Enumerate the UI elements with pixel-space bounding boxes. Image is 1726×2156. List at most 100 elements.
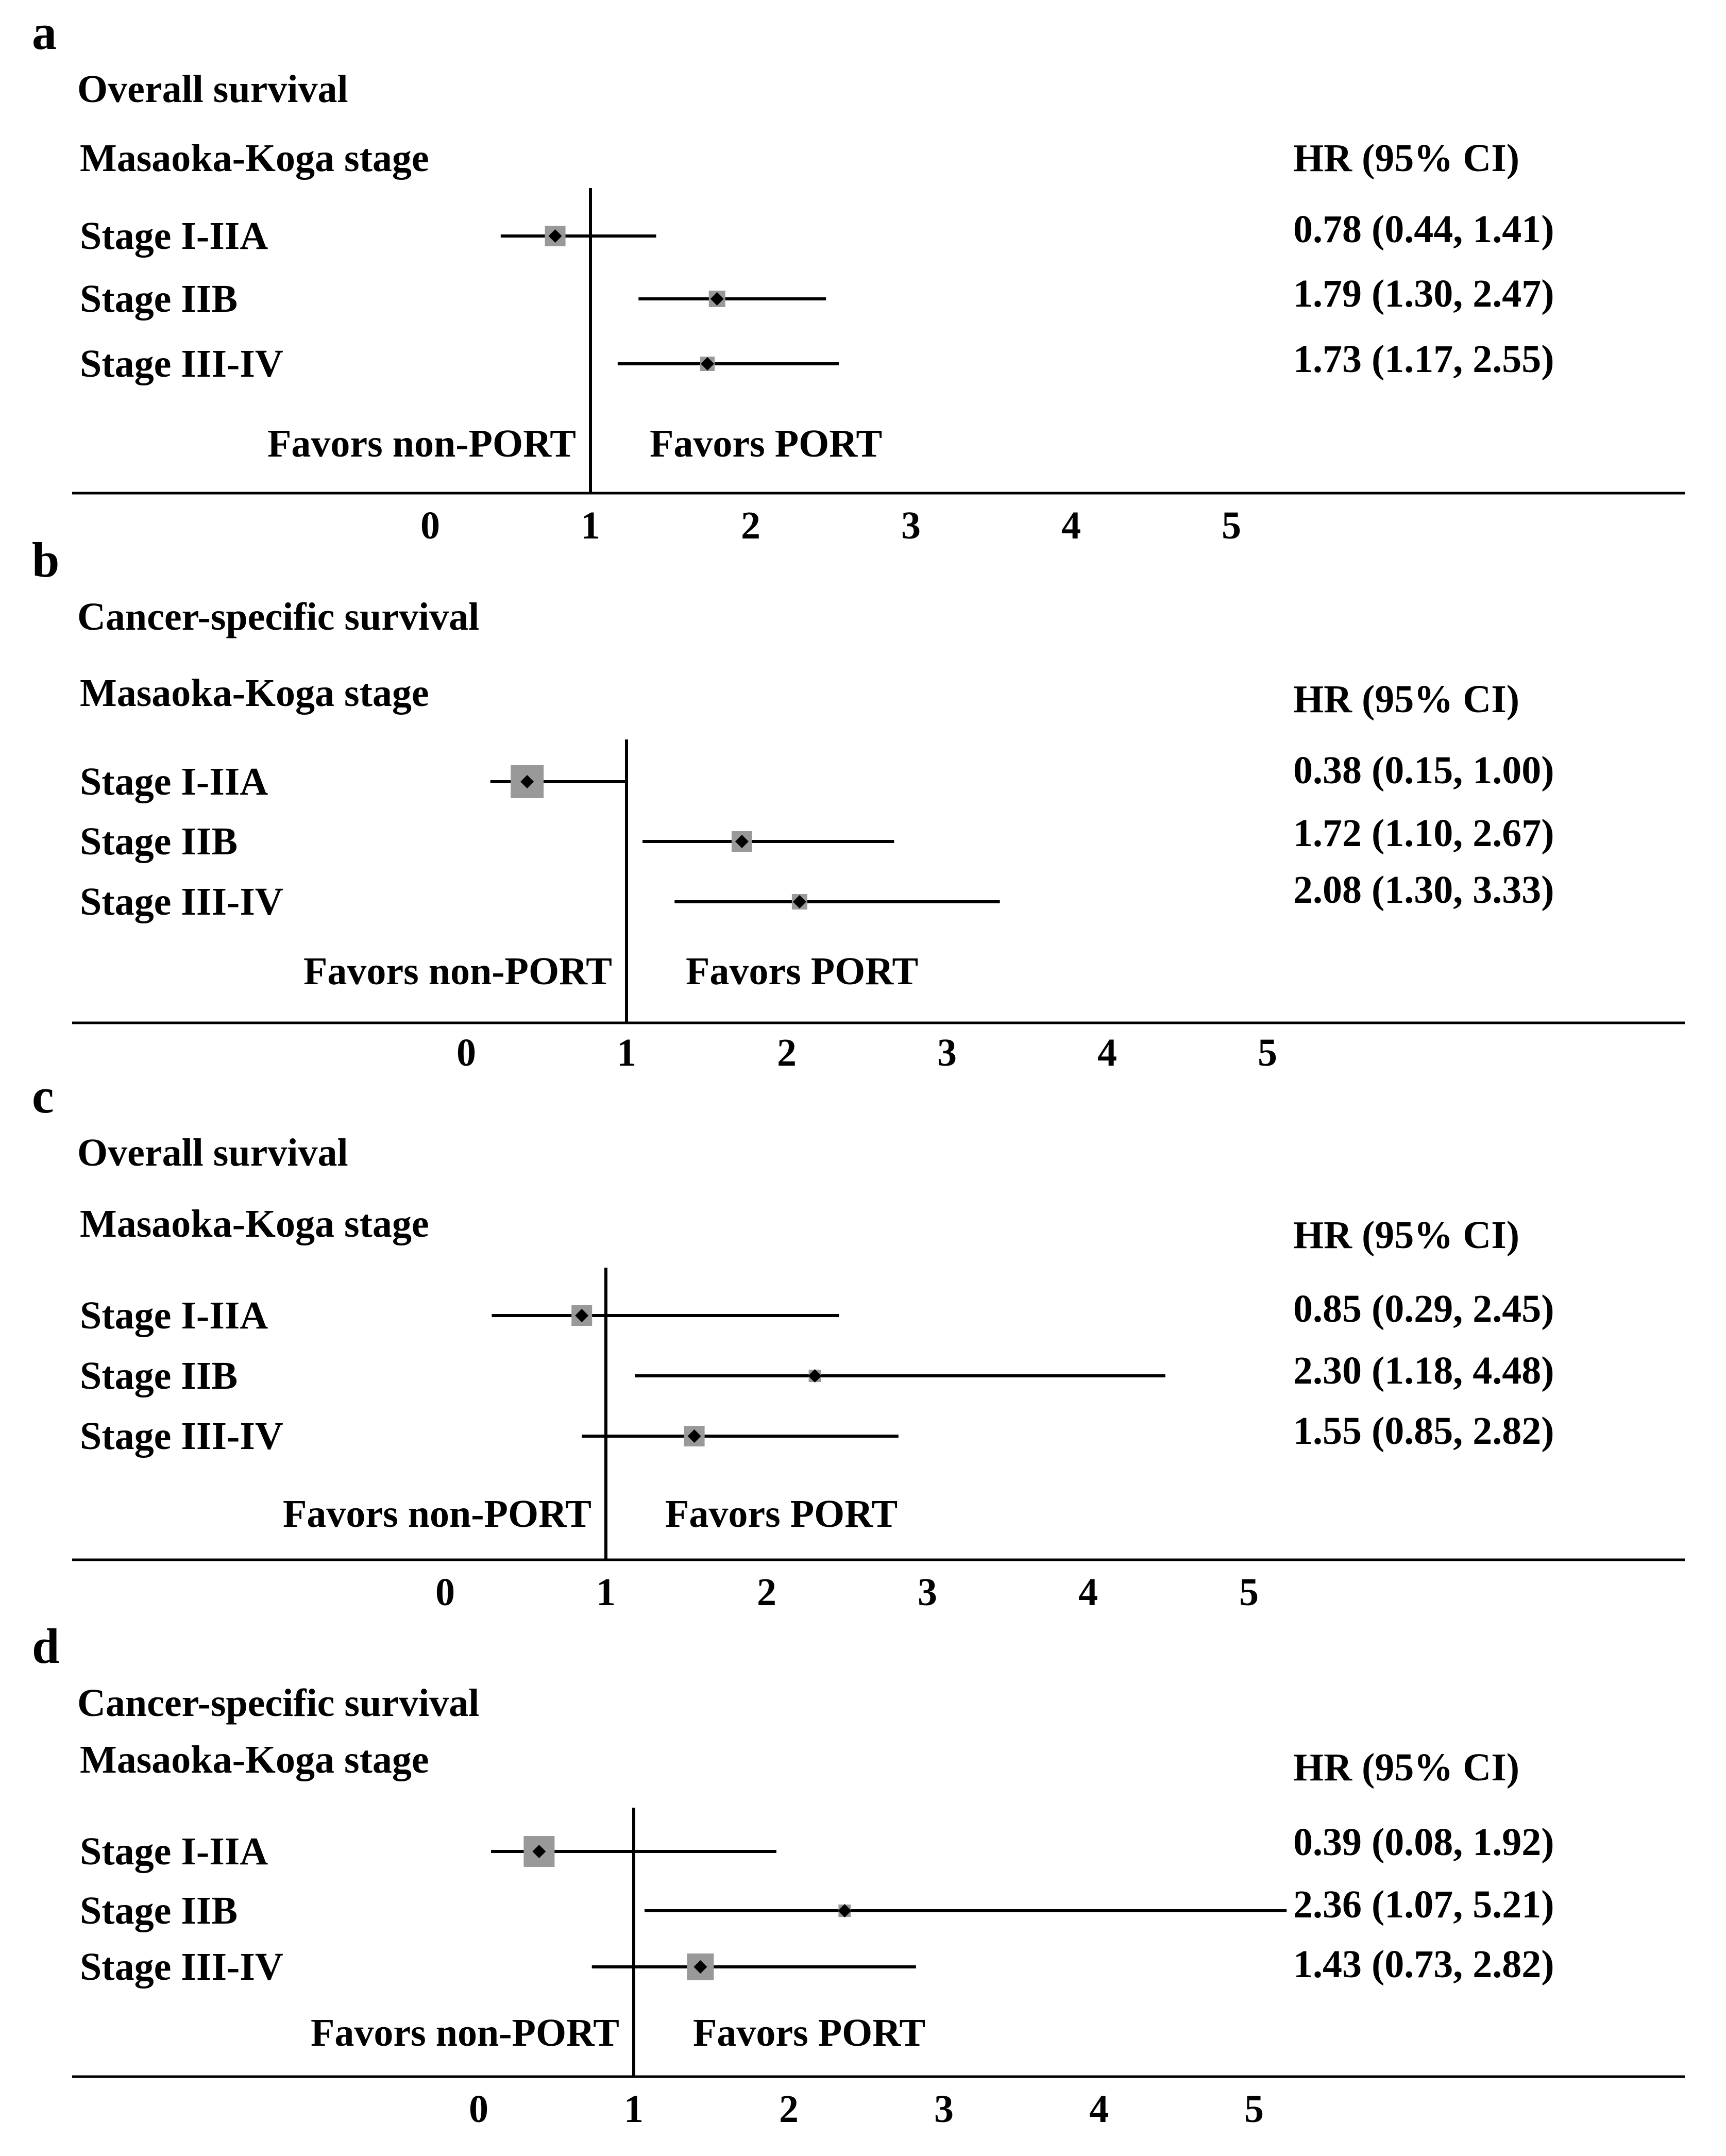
group-header: Masaoka-Koga stage	[80, 1738, 429, 1781]
favors-left-label: Favors non-PORT	[267, 422, 576, 465]
hr-value: 2.30 (1.18, 4.48)	[1293, 1349, 1554, 1392]
group-header: Masaoka-Koga stage	[80, 671, 429, 715]
hr-value: 0.39 (0.08, 1.92)	[1293, 1821, 1554, 1864]
hr-header: HR (95% CI)	[1293, 1746, 1519, 1789]
hr-value: 2.08 (1.30, 3.33)	[1293, 868, 1554, 912]
x-tick-label: 0	[456, 1031, 476, 1074]
point-estimate	[548, 229, 562, 243]
forest-row: Stage III-IV 2.08 (1.30, 3.33)	[80, 868, 1554, 923]
panel-title: Cancer-specific survival	[77, 595, 479, 638]
row-label: Stage IIB	[80, 1889, 238, 1932]
point-estimate	[575, 1309, 589, 1322]
point-estimate	[520, 775, 534, 788]
x-tick-label: 2	[777, 1031, 797, 1074]
favors-right-label: Favors PORT	[693, 2011, 925, 2054]
row-label: Stage III-IV	[80, 1945, 283, 1989]
x-tick-label: 1	[581, 504, 600, 547]
hr-value: 1.55 (0.85, 2.82)	[1293, 1409, 1554, 1453]
panel-label: a	[32, 5, 57, 60]
forest-row: Stage III-IV 1.55 (0.85, 2.82)	[80, 1409, 1554, 1458]
hr-value: 1.43 (0.73, 2.82)	[1293, 1943, 1554, 1986]
point-estimate	[808, 1369, 822, 1383]
point-estimate	[710, 292, 724, 306]
panel-title: Cancer-specific survival	[77, 1681, 479, 1725]
hr-header: HR (95% CI)	[1293, 1214, 1519, 1257]
forest-row: Stage I-IIA 0.39 (0.08, 1.92)	[80, 1821, 1554, 1873]
row-label: Stage IIB	[80, 820, 238, 863]
x-tick-label: 1	[596, 1571, 616, 1614]
row-label: Stage III-IV	[80, 342, 283, 385]
forest-row: Stage IIB 2.36 (1.07, 5.21)	[80, 1883, 1554, 1932]
panel-label: c	[32, 1068, 54, 1123]
row-label: Stage I-IIA	[80, 760, 268, 803]
x-tick-label: 3	[937, 1031, 957, 1074]
panel-c: c Overall survival Masaoka-Koga stage HR (9…	[32, 1068, 1685, 1614]
x-tick-label: 3	[901, 504, 921, 547]
forest-row: Stage I-IIA 0.38 (0.15, 1.00)	[80, 749, 1554, 803]
hr-value: 1.73 (1.17, 2.55)	[1293, 338, 1554, 381]
x-tick-label: 2	[779, 2087, 799, 2131]
panel-label: d	[32, 1619, 59, 1674]
row-label: Stage IIB	[80, 277, 238, 321]
panel-label: b	[32, 532, 59, 587]
point-estimate	[693, 1960, 707, 1974]
x-tick-label: 4	[1097, 1031, 1117, 1074]
forest-row: Stage IIB 2.30 (1.18, 4.48)	[80, 1349, 1554, 1397]
x-tick-label: 5	[1222, 504, 1241, 547]
favors-left-label: Favors non-PORT	[283, 1492, 591, 1536]
panel-a: a Overall survival Masaoka-Koga stage HR (9…	[32, 5, 1685, 547]
panel-title: Overall survival	[77, 1131, 348, 1174]
forest-row: Stage IIB 1.79 (1.30, 2.47)	[80, 272, 1554, 321]
favors-left-label: Favors non-PORT	[303, 950, 612, 993]
favors-left-label: Favors non-PORT	[311, 2011, 619, 2054]
x-tick-label: 3	[934, 2087, 954, 2131]
row-label: Stage I-IIA	[80, 214, 268, 258]
panel-b: b Cancer-specific survival Masaoka-Koga st…	[32, 532, 1685, 1074]
x-tick-label: 0	[420, 504, 440, 547]
hr-value: 0.38 (0.15, 1.00)	[1293, 749, 1554, 792]
x-tick-label: 3	[918, 1571, 937, 1614]
hr-header: HR (95% CI)	[1293, 678, 1519, 721]
row-label: Stage III-IV	[80, 880, 283, 923]
forest-row: Stage III-IV 1.43 (0.73, 2.82)	[80, 1943, 1554, 1989]
hr-value: 0.78 (0.44, 1.41)	[1293, 208, 1554, 251]
row-label: Stage I-IIA	[80, 1830, 268, 1873]
panel-title: Overall survival	[77, 68, 348, 111]
x-tick-label: 5	[1244, 2087, 1264, 2131]
point-estimate	[532, 1845, 546, 1858]
forest-row: Stage III-IV 1.73 (1.17, 2.55)	[80, 338, 1554, 385]
x-tick-label: 5	[1239, 1571, 1259, 1614]
point-estimate	[735, 835, 749, 848]
point-estimate	[838, 1904, 852, 1917]
hr-header: HR (95% CI)	[1293, 137, 1519, 180]
hr-value: 2.36 (1.07, 5.21)	[1293, 1883, 1554, 1926]
hr-value: 0.85 (0.29, 2.45)	[1293, 1287, 1554, 1330]
forest-row: Stage I-IIA 0.78 (0.44, 1.41)	[80, 208, 1554, 258]
x-tick-label: 4	[1089, 2087, 1109, 2131]
favors-right-label: Favors PORT	[650, 422, 882, 465]
x-tick-label: 5	[1258, 1031, 1277, 1074]
x-tick-label: 0	[469, 2087, 488, 2131]
hr-value: 1.79 (1.30, 2.47)	[1293, 272, 1554, 315]
favors-right-label: Favors PORT	[665, 1492, 898, 1536]
panel-d: d Cancer-specific survival Masaoka-Koga st…	[32, 1619, 1685, 2131]
x-tick-label: 4	[1061, 504, 1081, 547]
point-estimate	[792, 895, 806, 908]
group-header: Masaoka-Koga stage	[80, 137, 429, 180]
hr-value: 1.72 (1.10, 2.67)	[1293, 812, 1554, 855]
point-estimate	[687, 1429, 701, 1443]
x-tick-label: 2	[741, 504, 760, 547]
x-tick-label: 1	[624, 2087, 644, 2131]
x-tick-label: 4	[1078, 1571, 1098, 1614]
row-label: Stage IIB	[80, 1354, 238, 1397]
row-label: Stage III-IV	[80, 1414, 283, 1458]
x-tick-label: 0	[435, 1571, 455, 1614]
forest-row: Stage I-IIA 0.85 (0.29, 2.45)	[80, 1287, 1554, 1337]
forest-row: Stage IIB 1.72 (1.10, 2.67)	[80, 812, 1554, 863]
favors-right-label: Favors PORT	[686, 950, 918, 993]
x-tick-label: 1	[617, 1031, 636, 1074]
group-header: Masaoka-Koga stage	[80, 1202, 429, 1245]
row-label: Stage I-IIA	[80, 1294, 268, 1337]
point-estimate	[701, 357, 715, 370]
